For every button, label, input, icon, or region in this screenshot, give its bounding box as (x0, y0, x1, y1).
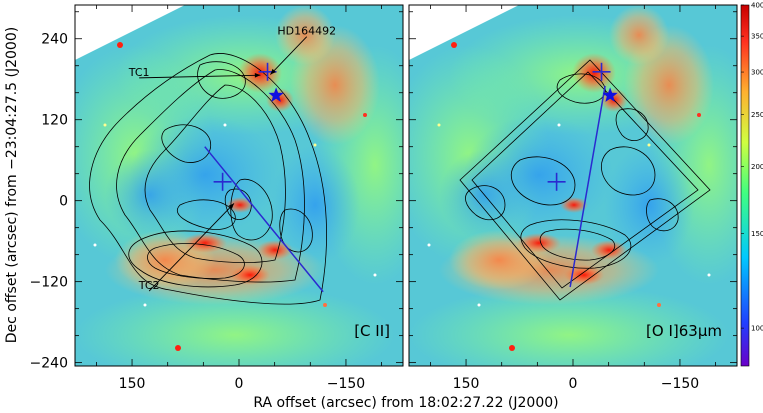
annotation-arrow (139, 74, 261, 79)
colorbar-tick-label: 100 (751, 325, 763, 333)
annotation-arrowhead (270, 68, 276, 75)
star-marker (602, 87, 618, 102)
y-tick-labels: 240 120 0 −120 −240 (30, 32, 68, 372)
contours-cii (89, 53, 327, 305)
x-tick-label: 150 (119, 376, 146, 392)
panel-label-cii: [C II] (354, 322, 390, 340)
y-tick-label: 0 (59, 194, 68, 210)
colorbar-tick-label: 250 (751, 111, 763, 119)
annotation-arrowhead (254, 72, 261, 78)
x-tick-label: 0 (569, 376, 578, 392)
contours-oi (459, 59, 711, 301)
cut-line (569, 85, 606, 288)
colorbar-tick-label: 200 (751, 163, 763, 171)
ticks-oi (409, 5, 737, 366)
star-marker (268, 87, 284, 102)
x-tick-label: 150 (453, 376, 480, 392)
colorbar-tick-label: 300 (751, 69, 763, 77)
colorbar (740, 4, 750, 367)
annotation-arrowhead (228, 203, 235, 209)
annotation-arrow (270, 36, 308, 75)
x-tick-label: −150 (661, 376, 699, 392)
y-tick-label: 120 (41, 113, 68, 129)
cut-line (204, 146, 324, 293)
colorbar-tick-label: 150 (751, 230, 763, 238)
x-tick-label: −150 (327, 376, 365, 392)
y-tick-label: 240 (41, 32, 68, 48)
annotation-arrow (148, 203, 235, 292)
y-tick-label: −240 (30, 356, 68, 372)
annotation-label: HD164492 (277, 25, 336, 38)
colorbar-tick-label: 350 (751, 33, 763, 41)
overlay-oi (547, 62, 618, 288)
y-tick-label: −120 (30, 275, 68, 291)
annotation-label: TC2 (138, 279, 160, 292)
x-tick-labels: 150 0 −150 150 0 −150 (119, 376, 700, 392)
y-axis-title: Dec offset (arcsec) from −23:04:27.5 (J2… (4, 27, 20, 343)
x-tick-label: 0 (235, 376, 244, 392)
annotations-cii: HD164492 TC1 TC2 (128, 25, 336, 292)
ticks-cii (75, 5, 403, 366)
annotation-label: TC1 (128, 66, 150, 79)
colorbar-tick-label: 400 (751, 2, 763, 10)
overlay-cii (204, 62, 324, 293)
panel-label-oi: [O I]63μm (646, 322, 722, 340)
x-axis-title: RA offset (arcsec) from 18:02:27.22 (J20… (253, 395, 558, 411)
colorbar-ticks: 400 350 300 250 200 150 100 (741, 2, 763, 333)
